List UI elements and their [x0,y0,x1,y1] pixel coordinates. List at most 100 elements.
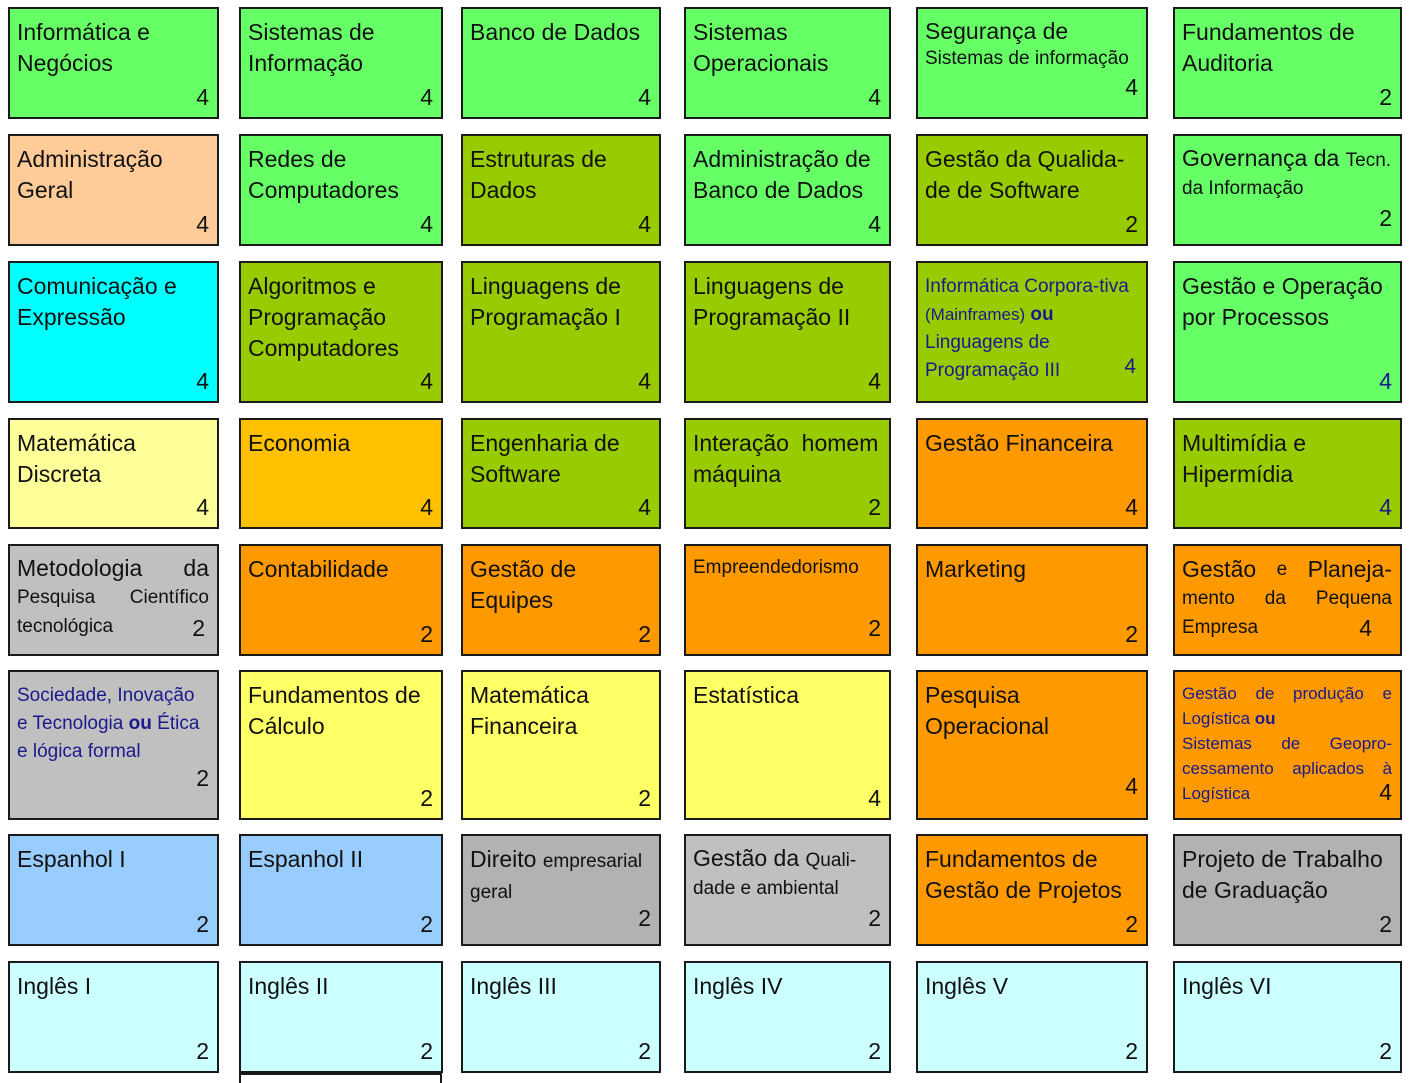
credit-count: 2 [1379,84,1392,110]
credit-count: 2 [196,911,209,937]
course-title: Algoritmos e Programação Computadores [248,273,399,361]
course-title: Direito empresarial geral [470,846,643,903]
course-cell: Inglês III 2 [461,961,661,1073]
course-cell: Economia 4 [239,418,443,529]
course-cell: Engenharia de Software 4 [461,418,661,529]
course-title: Fundamentos de Gestão de Projetos [925,846,1122,903]
course-cell: Inglês IV 2 [684,961,891,1073]
course-title: Matemática Discreta [17,430,136,487]
credit-count: 4 [420,368,433,394]
credit-count: 4 [638,494,651,520]
credit-count: 4 [638,84,651,110]
course-cell: Inglês I 2 [8,961,219,1073]
course-cell: Inglês VI 2 [1173,961,1402,1073]
course-cell: Banco de Dados 4 [461,7,661,119]
credit-count: 4 [196,84,209,110]
course-title: Redes de Computadores [248,146,399,203]
credit-count: 4 [1124,355,1136,378]
course-cell: Fundamentos de Gestão de Projetos 2 [916,834,1148,946]
credit-count: 4 [1379,368,1392,394]
course-title: Economia [248,430,351,456]
credit-count: 4 [868,211,881,237]
course-title: Sistemas Operacionais [693,19,829,76]
course-title: Engenharia de Software [470,430,620,487]
course-cell: Informática e Negócios 4 [8,7,219,119]
course-cell: Administração de Banco de Dados 4 [684,134,891,246]
course-title: Sociedade, Inovação e Tecnologia ou Étic… [17,685,200,762]
course-title: Espanhol II [248,846,364,872]
course-cell: Governança da Tecn. da Informação 2 [1173,134,1402,246]
course-title: Linguagens de Programação I [470,273,621,330]
credit-count: 2 [420,785,433,811]
credit-count: 2 [192,615,205,641]
credit-count: 2 [1125,211,1138,237]
course-cell: Gestão de produção e Logística ou Sistemas d… [1173,670,1402,820]
course-cell: Inglês II 2 [239,961,443,1073]
course-cell: Espanhol II 2 [239,834,443,946]
course-title: Informática e Negócios [17,19,150,76]
credit-count: 2 [638,905,651,931]
course-title: Gestão e Operação por Processos [1182,273,1383,330]
course-title: Estatística [693,682,800,708]
credit-count: 4 [1359,615,1372,641]
credit-count: 2 [420,621,433,647]
course-title: Banco de Dados [470,19,641,45]
credit-count: 4 [1125,773,1138,799]
course-title: Inglês II [248,973,329,999]
credit-count: 2 [196,765,209,791]
credit-count: 4 [1379,494,1392,520]
course-cell: Gestão e Operação por Processos 4 [1173,261,1402,403]
course-title: Multimídia e Hipermídia [1182,430,1306,487]
course-title: Projeto de Trabalho de Graduação [1182,846,1383,903]
course-cell: Linguagens de Programação II 4 [684,261,891,403]
course-title: Metodologia da Pesquisa Científico tecnoló… [17,555,209,637]
course-cell: Fundamentos de Cálculo 2 [239,670,443,820]
course-title: Administração Geral [17,146,163,203]
course-cell: Segurança de Sistemas de informação 4 [916,7,1148,119]
course-cell: Projeto de Trabalho de Graduação 2 [1173,834,1402,946]
course-title: Contabilidade [248,556,389,582]
credit-count: 4 [868,785,881,811]
course-cell: Pesquisa Operacional 4 [916,670,1148,820]
credit-count: 4 [196,368,209,394]
course-title: Espanhol I [17,846,126,872]
course-title: Sistemas de Informação [248,19,375,76]
partial-cell-edge [239,1073,442,1083]
course-cell: Gestão Financeira 4 [916,418,1148,529]
credit-count: 2 [868,1038,881,1064]
course-cell: Marketing 2 [916,544,1148,656]
course-title: Fundamentos de Auditoria [1182,19,1355,76]
course-cell: Sociedade, Inovação e Tecnologia ou Étic… [8,670,219,820]
course-title: Gestão e Planeja- mento da Pequena Empresa [1182,556,1392,638]
course-title: Informática Corpora-tiva (Mainframes) ou… [925,276,1129,381]
credit-count: 2 [1379,1038,1392,1064]
course-title: Fundamentos de Cálculo [248,682,421,739]
credit-count: 2 [868,494,881,520]
credit-count: 2 [638,1038,651,1064]
course-cell: Linguagens de Programação I 4 [461,261,661,403]
credit-count: 2 [638,785,651,811]
course-title: Gestão de Equipes [470,556,577,613]
course-title: Marketing [925,556,1026,582]
credit-count: 2 [868,615,881,641]
course-title: Inglês V [925,973,1009,999]
course-title: Administração de Banco de Dados [693,146,871,203]
course-cell: Multimídia e Hipermídia 4 [1173,418,1402,529]
credit-count: 2 [1379,911,1392,937]
credit-count: 4 [420,211,433,237]
credit-count: 2 [1125,621,1138,647]
course-title: Gestão de produção e Logística ou Sistemas d… [1182,684,1392,803]
course-cell: Espanhol I 2 [8,834,219,946]
course-cell: Estruturas de Dados 4 [461,134,661,246]
course-cell: Contabilidade 2 [239,544,443,656]
course-cell: Sistemas de Informação 4 [239,7,443,119]
course-cell: Matemática Discreta 4 [8,418,219,529]
course-cell: Gestão e Planeja- mento da Pequena Empresa 4 [1173,544,1402,656]
credit-count: 2 [1125,911,1138,937]
credit-count: 4 [638,368,651,394]
credit-count: 2 [1379,205,1392,231]
course-title: Matemática Financeira [470,682,589,739]
course-cell: Gestão de Equipes 2 [461,544,661,656]
course-cell: Inglês V 2 [916,961,1148,1073]
credit-count: 4 [196,494,209,520]
